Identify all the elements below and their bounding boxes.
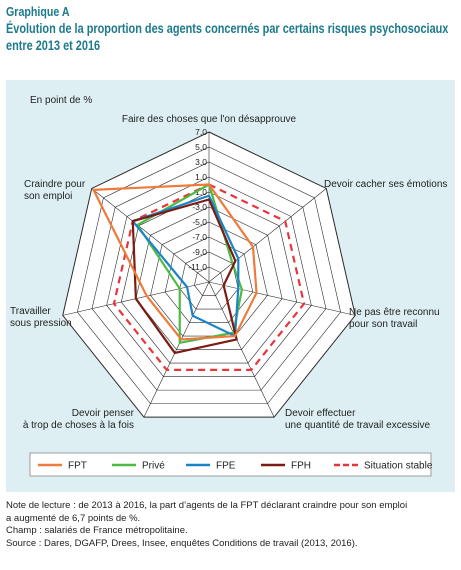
axis-spoke: [91, 188, 210, 283]
chart-title-line-1: Évolution de la proportion des agents co…: [6, 20, 449, 36]
tick-label: -3,0: [192, 202, 207, 212]
figure-header: Graphique A Évolution de la proportion d…: [6, 4, 458, 54]
tick-label: 3,0: [195, 157, 207, 167]
grid-ring: [194, 266, 224, 296]
grid-ring: [135, 206, 283, 350]
legend-label: FPT: [68, 461, 87, 472]
grid-ring: [106, 176, 312, 377]
reading-note-line-2: a augmenté de 6,7 points de %.: [6, 512, 141, 524]
grid-ring: [120, 191, 298, 364]
axis-label: Ne pas être reconnu pour son travail: [349, 307, 440, 330]
grid-ring: [77, 146, 341, 404]
axis-spoke: [208, 188, 327, 283]
tick-label: -9,0: [192, 247, 207, 257]
series-fpe: [131, 194, 240, 338]
notes-block: Note de lecture : de 2013 à 2016, la par…: [6, 500, 458, 550]
axis-label: Devoir effectuer une quantité de travail …: [285, 408, 431, 431]
reading-note-line-1: Note de lecture : de 2013 à 2016, la par…: [6, 500, 408, 511]
axis-label: Devoir cacher ses émotions: [324, 179, 447, 190]
tick-label: 5,0: [195, 142, 207, 152]
tick-label: -11,0: [188, 262, 207, 272]
legend-label: FPH: [291, 461, 311, 472]
tick-label: 7,0: [195, 127, 207, 137]
tick-label: -5,0: [192, 217, 207, 227]
unit-label: En point de %: [30, 95, 92, 106]
legend-label: FPE: [216, 461, 236, 472]
legend-label: Situation stable: [364, 461, 433, 472]
tick-label: -7,0: [192, 232, 207, 242]
axis-label: Devoir penser à trop de choses à la fois: [23, 408, 135, 431]
axis-label: Faire des choses que l'on désapprouve: [122, 114, 297, 125]
series-fpt: [92, 183, 258, 341]
legend-label: Privé: [142, 461, 165, 472]
series-fph: [131, 198, 238, 355]
scope-note: Champ : salariés de France métropolitain…: [6, 525, 188, 536]
series-situation-stable: [112, 183, 306, 371]
figure-label: Graphique A: [6, 4, 70, 19]
axis-spoke: [143, 281, 210, 418]
axis-spoke: [208, 281, 356, 316]
radar-chart: En point de % Faire des choses que l'on …: [10, 95, 447, 477]
tick-label: 1,0: [195, 172, 207, 182]
chart-title-line-2: entre 2013 et 2016: [6, 37, 101, 53]
source-note: Source : Dares, DGAFP, Drees, Insee, enq…: [6, 537, 358, 549]
axis-label: Craindre pour son emploi: [24, 179, 86, 202]
chart-panel: En point de % Faire des choses que l'on …: [6, 80, 455, 492]
axis-spoke: [208, 281, 275, 418]
axis-label: Travailler sous pression: [10, 306, 72, 329]
legend-box: [29, 452, 432, 477]
tick-label: -1,0: [192, 187, 207, 197]
